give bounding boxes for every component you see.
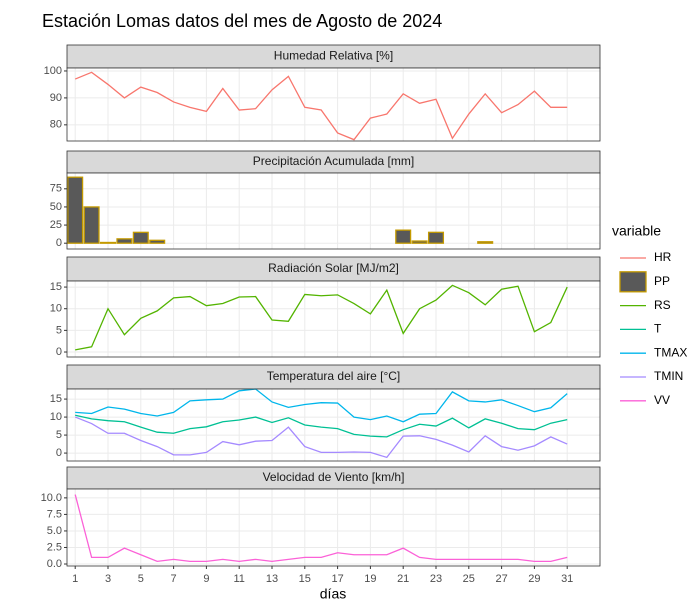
legend-label: T bbox=[654, 322, 662, 336]
line bbox=[74, 416, 568, 459]
y-tick-label: 10 bbox=[50, 303, 62, 315]
legend-title: variable bbox=[612, 223, 661, 239]
bar bbox=[83, 206, 100, 244]
y-tick-label: 10 bbox=[50, 411, 62, 423]
legend-swatch bbox=[619, 271, 647, 293]
y-tick-label: 0 bbox=[56, 346, 62, 358]
x-tick-label: 27 bbox=[495, 573, 507, 585]
y-tick-label: 5.0 bbox=[47, 525, 62, 537]
legend-label: TMIN bbox=[654, 369, 683, 383]
panel bbox=[67, 68, 600, 141]
y-tick-label: 25 bbox=[50, 219, 62, 231]
y-tick-label: 100 bbox=[44, 65, 62, 77]
bar bbox=[395, 229, 412, 244]
line bbox=[75, 388, 568, 423]
panel bbox=[67, 281, 600, 357]
panel-title: Precipitación Acumulada [mm] bbox=[253, 154, 414, 168]
bar bbox=[99, 241, 117, 244]
legend-label: RS bbox=[654, 298, 671, 312]
y-tick-label: 5 bbox=[56, 429, 62, 441]
x-tick-label: 7 bbox=[171, 573, 177, 585]
panel-title: Velocidad de Viento [km/h] bbox=[263, 470, 405, 484]
x-axis-title: días bbox=[320, 586, 346, 601]
bar bbox=[132, 231, 149, 244]
x-tick-label: 17 bbox=[331, 573, 343, 585]
bar bbox=[149, 239, 166, 244]
y-tick-label: 80 bbox=[50, 119, 62, 131]
legend-label: PP bbox=[654, 274, 670, 288]
x-tick-label: 3 bbox=[105, 573, 111, 585]
bar bbox=[477, 241, 494, 244]
x-tick-label: 29 bbox=[528, 573, 540, 585]
y-tick-label: 15 bbox=[50, 281, 62, 293]
panel-border bbox=[66, 67, 601, 142]
legend-label: TMAX bbox=[654, 345, 687, 359]
y-tick-label: 0.0 bbox=[47, 558, 62, 570]
bar bbox=[411, 240, 428, 244]
panel-border bbox=[66, 280, 601, 358]
x-tick-label: 19 bbox=[364, 573, 376, 585]
x-tick-label: 23 bbox=[430, 573, 442, 585]
line bbox=[74, 71, 568, 141]
y-tick-label: 7.5 bbox=[47, 508, 62, 520]
y-tick-label: 15 bbox=[50, 393, 62, 405]
panel-title: Humedad Relativa [%] bbox=[274, 49, 393, 63]
panel bbox=[67, 489, 600, 566]
legend-label: VV bbox=[654, 393, 670, 407]
x-tick-label: 11 bbox=[233, 573, 244, 585]
x-tick-label: 1 bbox=[72, 573, 78, 585]
y-tick-label: 50 bbox=[50, 201, 62, 213]
panel-border bbox=[66, 172, 601, 250]
x-tick-label: 5 bbox=[138, 573, 144, 585]
y-tick-label: 90 bbox=[50, 92, 62, 104]
y-tick-label: 2.5 bbox=[47, 541, 62, 553]
y-tick-label: 0 bbox=[56, 447, 62, 459]
legend-label: HR bbox=[654, 250, 672, 264]
x-tick-label: 9 bbox=[203, 573, 209, 585]
x-tick-label: 21 bbox=[397, 573, 409, 585]
panel-title: Radiación Solar [MJ/m2] bbox=[268, 261, 399, 275]
line bbox=[74, 494, 568, 563]
x-tick-label: 31 bbox=[561, 573, 573, 585]
panel-border bbox=[66, 388, 601, 462]
strip bbox=[66, 256, 601, 282]
x-tick-label: 13 bbox=[266, 573, 278, 585]
bar bbox=[116, 238, 133, 244]
line bbox=[75, 284, 568, 351]
strip bbox=[66, 364, 601, 390]
line bbox=[75, 414, 568, 438]
y-tick-label: 10.0 bbox=[41, 492, 62, 504]
chart-title: Estación Lomas datos del mes de Agosto d… bbox=[42, 11, 442, 31]
y-tick-label: 0 bbox=[56, 237, 62, 249]
y-tick-label: 75 bbox=[50, 183, 62, 195]
x-tick-label: 25 bbox=[463, 573, 475, 585]
bar bbox=[67, 176, 84, 244]
y-tick-label: 5 bbox=[56, 324, 62, 336]
panel-title: Temperatura del aire [°C] bbox=[267, 369, 401, 383]
panel bbox=[67, 173, 600, 249]
bar bbox=[427, 231, 445, 244]
x-tick-label: 15 bbox=[299, 573, 311, 585]
panel-border bbox=[66, 488, 601, 567]
